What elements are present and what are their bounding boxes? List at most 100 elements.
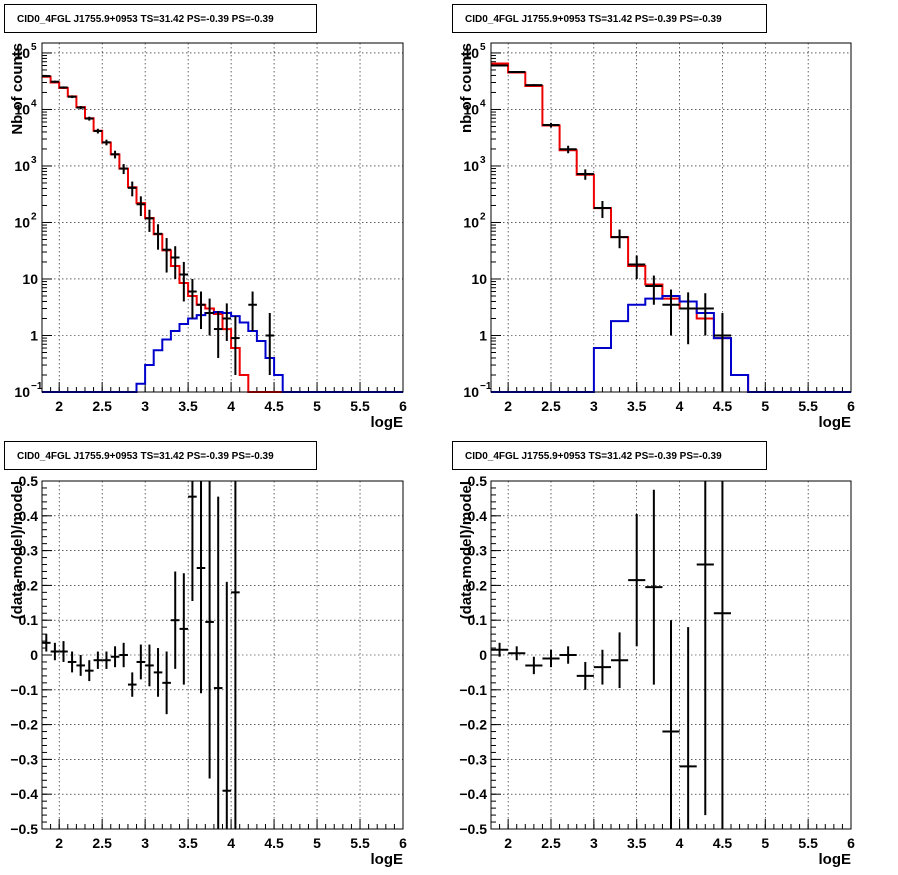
data-point [84, 660, 94, 682]
x-tick-label: 2.5 [92, 835, 112, 851]
data-point [593, 200, 611, 219]
data-point [136, 644, 146, 680]
x-tick-label: 5 [761, 835, 769, 851]
data-point [145, 209, 154, 232]
x-tick-label: 2.5 [541, 835, 561, 851]
y-tick-exponent: 4 [31, 98, 37, 109]
y-tick-label: −0.1 [459, 682, 487, 698]
data-point [713, 481, 731, 829]
data-point [153, 648, 163, 697]
y-tick-label: 1 [479, 327, 487, 343]
x-axis-label: logE [371, 851, 404, 868]
x-tick-label: 5.5 [798, 835, 818, 851]
data-point [93, 128, 103, 134]
x-tick-label: 5.5 [798, 398, 818, 414]
plot-frame [490, 480, 852, 830]
panel-1: CID0_4FGL J1755.9+0953 TS=31.42 PS=-0.39… [4, 4, 407, 431]
y-tick-label: 0.4 [468, 508, 488, 524]
y-tick-label: 0.3 [468, 543, 488, 559]
y-tick-label: −0.4 [10, 786, 38, 802]
data-point [525, 84, 543, 87]
x-tick-label: 6 [399, 398, 407, 414]
x-tick-label: 2.5 [541, 398, 561, 414]
y-tick-label: 1 [30, 327, 38, 343]
y-tick-label: 10 [471, 271, 487, 287]
x-tick-label: 4.5 [264, 835, 284, 851]
data-point [153, 224, 163, 250]
x-tick-label: 4 [676, 835, 684, 851]
data-point [170, 571, 180, 669]
x-tick-label: 4 [227, 835, 235, 851]
data-point [231, 481, 240, 829]
data-point [222, 581, 232, 829]
y-tick-label: 10 [463, 158, 479, 174]
x-tick-label: 5 [761, 398, 769, 414]
data-point [645, 489, 663, 685]
data-point [42, 75, 51, 78]
x-tick-label: 3 [141, 835, 149, 851]
data-point [213, 311, 223, 358]
data-point [645, 275, 663, 305]
panel-4: CID0_4FGL J1755.9+0953 TS=31.42 PS=-0.39… [452, 441, 855, 868]
data-point [611, 632, 629, 689]
y-tick-exponent: −1 [480, 381, 492, 392]
y-tick-label: 0.4 [19, 508, 39, 524]
x-axis-label: logE [819, 851, 852, 868]
data-point [508, 646, 526, 661]
x-tick-label: 2 [504, 398, 512, 414]
chart-title: CID0_4FGL J1755.9+0953 TS=31.42 PS=-0.39… [465, 451, 722, 462]
y-tick-label: −0.2 [10, 717, 38, 733]
x-tick-label: 2 [55, 398, 63, 414]
data-point [679, 292, 697, 345]
data-point [611, 229, 629, 249]
x-tick-label: 3.5 [178, 835, 198, 851]
data-point [205, 481, 214, 779]
data-point [248, 291, 257, 332]
x-axis-label: logE [819, 414, 852, 431]
data-point [67, 95, 77, 99]
x-tick-label: 3 [141, 398, 149, 414]
y-tick-label: 0.1 [19, 612, 39, 628]
x-tick-label: 6 [399, 835, 407, 851]
data-point [145, 644, 154, 687]
chart-title: CID0_4FGL J1755.9+0953 TS=31.42 PS=-0.39… [465, 14, 722, 25]
x-tick-label: 3.5 [178, 398, 198, 414]
x-tick-label: 4 [676, 398, 684, 414]
total-model-histogram [491, 62, 851, 393]
y-tick-label: 10 [14, 384, 30, 400]
data-point [76, 655, 85, 676]
y-tick-label: −0.3 [459, 751, 487, 767]
x-tick-label: 5 [313, 835, 321, 851]
data-point [491, 642, 509, 657]
y-tick-label: −0.5 [10, 821, 38, 837]
data-point [231, 316, 240, 375]
y-tick-exponent: 5 [31, 42, 37, 53]
data-point [508, 71, 526, 74]
data-point [102, 139, 111, 146]
y-tick-label: −0.3 [10, 751, 38, 767]
data-point [559, 646, 577, 664]
data-point [136, 196, 146, 217]
x-tick-label: 2 [504, 835, 512, 851]
chart-title: CID0_4FGL J1755.9+0953 TS=31.42 PS=-0.39… [17, 451, 274, 462]
plot-frame [41, 42, 404, 393]
data-point [84, 116, 94, 121]
data-point [525, 656, 543, 675]
y-tick-label: 0.5 [19, 473, 39, 489]
x-tick-label: 6 [847, 398, 855, 414]
y-tick-exponent: −1 [31, 381, 43, 392]
data-point [59, 641, 68, 662]
y-tick-label: −0.2 [459, 717, 487, 733]
data-point [628, 514, 646, 647]
data-point [205, 298, 214, 336]
x-tick-label: 2.5 [92, 398, 112, 414]
data-point [628, 255, 646, 279]
data-point [713, 313, 731, 392]
plot-frame [41, 480, 404, 830]
x-tick-label: 3.5 [627, 835, 647, 851]
x-tick-label: 3 [590, 398, 598, 414]
x-tick-label: 3 [590, 835, 598, 851]
y-tick-label: 0.5 [468, 473, 488, 489]
y-tick-label: 10 [463, 384, 479, 400]
data-point [542, 122, 560, 128]
